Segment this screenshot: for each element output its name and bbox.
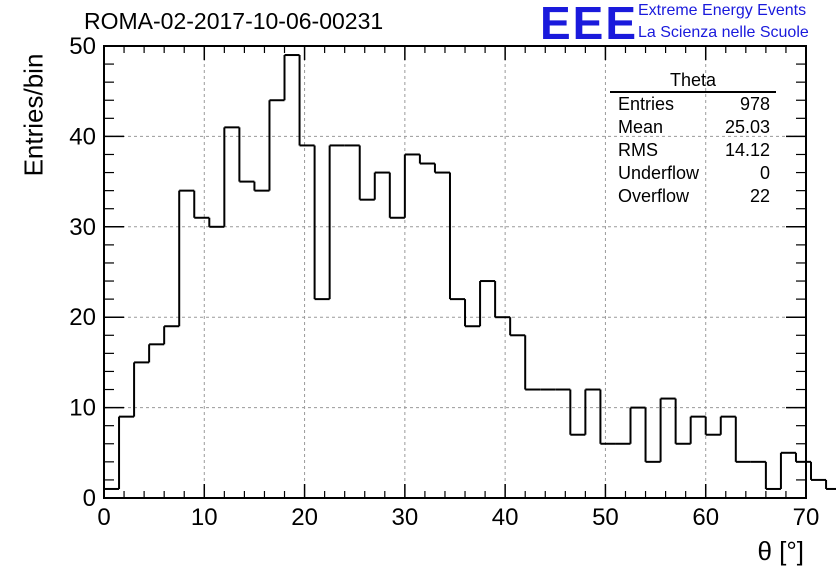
stats-label: Overflow	[618, 186, 690, 206]
y-tick-label: 30	[69, 214, 96, 241]
x-tick-label: 40	[492, 504, 519, 531]
stats-label: Mean	[618, 117, 664, 137]
stats-row-rms: RMS 14.12	[610, 139, 776, 162]
logo-line-2: La Scienza nelle Scuole	[638, 24, 809, 41]
stats-box: Theta Entries 978 Mean 25.03 RMS 14.12 U…	[610, 70, 776, 208]
x-tick-label: 60	[692, 504, 719, 531]
x-tick-label: 30	[392, 504, 419, 531]
y-tick-label: 20	[69, 304, 96, 331]
tick-labels: 0 10 20 30 40 50 60 70 0 10 20 30 40 50	[69, 33, 819, 531]
y-tick-label: 40	[69, 123, 96, 150]
x-axis-label: θ [°]	[757, 536, 804, 566]
y-tick-label: 50	[69, 33, 96, 60]
x-tick-label: 0	[97, 504, 110, 531]
x-tick-label: 10	[191, 504, 218, 531]
x-tick-label: 20	[291, 504, 318, 531]
plot-frame	[103, 45, 807, 499]
stats-row-mean: Mean 25.03	[610, 116, 776, 139]
x-tick-label: 70	[793, 504, 820, 531]
stats-label: Underflow	[618, 163, 700, 183]
stats-row-underflow: Underflow 0	[610, 162, 776, 185]
eee-logo: EEE	[540, 0, 639, 49]
logo-line-1: Extreme Energy Events	[638, 2, 807, 19]
stats-value: 0	[759, 163, 770, 183]
histogram-series	[103, 54, 836, 498]
stats-value: 22	[749, 186, 770, 206]
stats-value: 25.03	[724, 117, 770, 137]
stats-row-entries: Entries 978	[610, 93, 776, 116]
stats-title: Theta	[610, 70, 776, 93]
stats-row-overflow: Overflow 22	[610, 185, 776, 208]
x-tick-label: 50	[592, 504, 619, 531]
chart-title: ROMA-02-2017-10-06-00231	[84, 8, 384, 34]
stats-value: 978	[739, 94, 770, 114]
y-tick-label: 10	[69, 395, 96, 422]
stats-value: 14.12	[724, 140, 770, 160]
stats-label: RMS	[618, 140, 658, 160]
y-tick-label: 0	[83, 485, 96, 512]
stats-label: Entries	[618, 94, 675, 114]
